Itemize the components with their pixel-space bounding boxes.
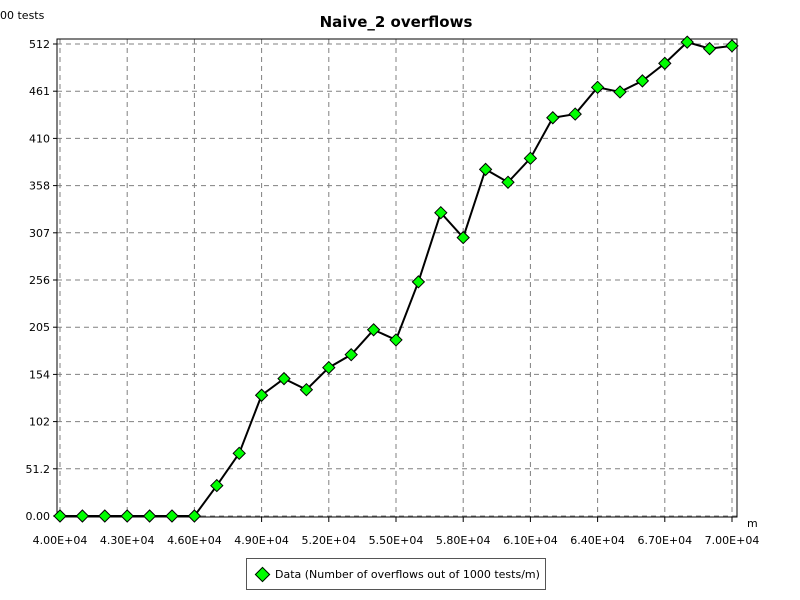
legend-label: Data (Number of overflows out of 1000 te…	[275, 567, 540, 581]
y-tick-label: 461	[29, 85, 50, 98]
x-tick-label: 4.90E+04	[234, 534, 289, 547]
legend: Data (Number of overflows out of 1000 te…	[246, 558, 546, 590]
data-point	[501, 175, 515, 189]
data-point	[635, 74, 650, 88]
y-tick-label: 358	[29, 180, 50, 193]
x-tick-label: 6.40E+04	[570, 534, 625, 547]
data-point	[232, 446, 246, 461]
data-point	[75, 509, 90, 523]
x-tick-label: 6.10E+04	[503, 534, 558, 547]
data-point	[322, 360, 336, 375]
data-point	[725, 39, 739, 53]
y-tick-label: 512	[29, 38, 50, 51]
data-point	[277, 371, 291, 386]
data-point	[389, 333, 403, 347]
x-tick-label: 4.00E+04	[33, 534, 88, 547]
y-tick-label: 410	[29, 132, 50, 145]
data-point	[434, 205, 448, 220]
y-axis-label: 00 tests	[0, 9, 45, 22]
y-tick-label: 102	[29, 416, 50, 429]
x-ticks: 4.00E+04 4.30E+04 4.60E+04 4.90E+04 5.20E+04…	[33, 517, 760, 547]
data-point	[210, 478, 224, 493]
x-axis-label: m	[747, 517, 758, 530]
y-tick-label: 256	[29, 274, 50, 287]
data-point	[702, 41, 717, 56]
x-tick-label: 4.30E+04	[100, 534, 155, 547]
data-point	[299, 382, 314, 397]
data-point	[478, 162, 493, 177]
y-tick-label: 51.2	[26, 463, 51, 476]
data-point	[613, 85, 627, 99]
data-point	[568, 107, 582, 121]
data-point	[98, 509, 112, 523]
data-point	[187, 509, 202, 523]
data-point	[142, 509, 157, 523]
data-point	[658, 56, 672, 71]
y-tick-label: 154	[29, 368, 50, 381]
plot-frame	[56, 38, 738, 518]
series	[53, 35, 739, 523]
data-point	[590, 80, 605, 95]
y-tick-label: 0.00	[26, 510, 51, 523]
y-tick-label: 307	[29, 227, 50, 240]
x-tick-label: 6.70E+04	[637, 534, 692, 547]
x-tick-label: 5.50E+04	[369, 534, 424, 547]
y-tick-label: 205	[29, 321, 50, 334]
x-tick-label: 5.80E+04	[436, 534, 491, 547]
data-point	[53, 509, 67, 523]
x-tick-label: 5.20E+04	[301, 534, 356, 547]
chart-title: Naive_2 overflows	[320, 13, 473, 31]
data-point	[456, 230, 470, 245]
y-ticks: 0.00 51.2 102 154 205 256 307 358 410 461 512	[26, 38, 57, 523]
grid	[57, 39, 737, 517]
data-point	[165, 509, 179, 523]
data-point	[366, 323, 381, 337]
legend-diamond-icon	[254, 566, 271, 583]
data-point	[546, 111, 560, 125]
data-point	[523, 151, 538, 166]
x-tick-label: 7.00E+04	[705, 534, 760, 547]
data-point	[680, 35, 694, 49]
data-point	[254, 388, 269, 402]
data-point	[120, 509, 134, 523]
data-point	[344, 347, 358, 362]
data-point	[411, 275, 426, 289]
x-tick-label: 4.60E+04	[167, 534, 222, 547]
